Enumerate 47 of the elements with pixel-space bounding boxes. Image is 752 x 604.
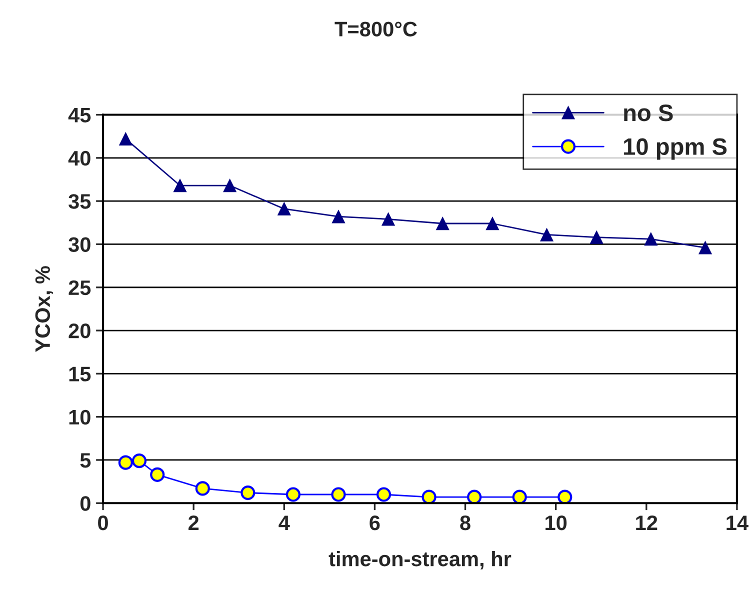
x-axis-title: time-on-stream, hr	[328, 551, 512, 570]
x-tick-label: 14	[726, 516, 748, 530]
point	[512, 490, 527, 504]
point	[467, 490, 482, 504]
y-tick-label: 5	[80, 453, 91, 468]
y-tick-label: 45	[68, 108, 91, 123]
point	[331, 487, 346, 502]
point	[422, 490, 436, 504]
point	[286, 487, 300, 502]
point	[150, 467, 165, 482]
y-tick-label: 10	[69, 410, 90, 425]
y-tick-label: 15	[69, 366, 91, 382]
point	[118, 455, 133, 470]
y-tick-label: 40	[68, 150, 90, 166]
legend-label: no S	[624, 104, 673, 122]
x-tick-label: 2	[188, 515, 199, 530]
point	[436, 216, 450, 230]
legend-label: 10 ppm S	[624, 138, 727, 160]
y-tick-label: 20	[68, 324, 90, 338]
point	[698, 241, 712, 254]
point	[558, 490, 572, 504]
y-axis-title: YCOx, %	[35, 266, 54, 352]
chart-title: T=800°C	[334, 22, 417, 36]
point	[644, 232, 658, 246]
point	[540, 228, 554, 242]
point	[223, 178, 236, 192]
x-tick-label: 8	[460, 515, 470, 530]
point	[195, 481, 210, 496]
point	[376, 487, 392, 502]
point	[119, 132, 132, 146]
x-tick-label: 6	[370, 515, 380, 530]
y-tick-label: 30	[68, 237, 90, 252]
x-tick-label: 0	[98, 515, 108, 530]
point	[240, 485, 256, 500]
x-tick-label: 10	[546, 515, 567, 530]
point	[486, 216, 500, 230]
point	[173, 178, 187, 192]
point	[382, 212, 395, 226]
point	[590, 230, 604, 244]
y-tick-label: 0	[80, 496, 90, 511]
point	[332, 210, 346, 224]
point	[132, 454, 147, 468]
y-tick-label: 35	[68, 194, 91, 209]
y-tick-label: 25	[68, 280, 91, 296]
x-tick-label: 12	[636, 515, 658, 530]
x-tick-label: 4	[278, 516, 290, 530]
point	[278, 202, 291, 216]
